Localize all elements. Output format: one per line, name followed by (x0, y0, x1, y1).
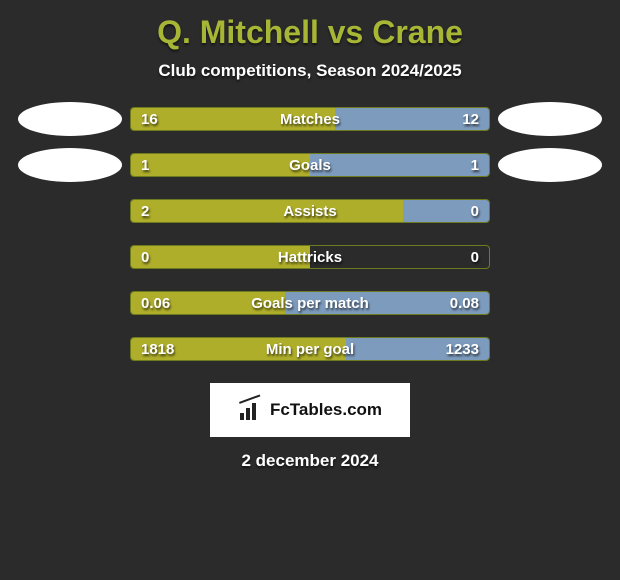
team-left-logo-cell (10, 148, 130, 182)
stat-row: 16 Matches 12 (10, 107, 610, 131)
source-badge: FcTables.com (210, 383, 410, 437)
subtitle: Club competitions, Season 2024/2025 (10, 61, 610, 81)
date-label: 2 december 2024 (10, 451, 610, 471)
stat-bar: 1818 Min per goal 1233 (130, 337, 490, 361)
stat-label: Assists (131, 200, 489, 222)
right-value: 0 (471, 246, 479, 268)
comparison-card: Q. Mitchell vs Crane Club competitions, … (0, 0, 620, 471)
team-left-logo (18, 148, 122, 182)
team-left-logo-cell (10, 102, 130, 136)
right-value: 0.08 (450, 292, 479, 314)
stat-label: Goals (131, 154, 489, 176)
team-right-logo (498, 102, 602, 136)
stat-row: 1818 Min per goal 1233 (10, 337, 610, 361)
stats-list: 16 Matches 12 1 Goals 1 (10, 107, 610, 361)
right-value: 0 (471, 200, 479, 222)
source-name: FcTables.com (270, 400, 382, 420)
right-value: 12 (462, 108, 479, 130)
stat-label: Min per goal (131, 338, 489, 360)
stat-row: 0 Hattricks 0 (10, 245, 610, 269)
stat-label: Goals per match (131, 292, 489, 314)
chart-icon (238, 400, 264, 420)
right-value: 1233 (446, 338, 479, 360)
stat-row: 0.06 Goals per match 0.08 (10, 291, 610, 315)
team-right-logo (498, 148, 602, 182)
stat-bar: 0.06 Goals per match 0.08 (130, 291, 490, 315)
stat-row: 1 Goals 1 (10, 153, 610, 177)
team-left-logo (18, 102, 122, 136)
team-right-logo-cell (490, 102, 610, 136)
stat-bar: 1 Goals 1 (130, 153, 490, 177)
page-title: Q. Mitchell vs Crane (10, 14, 610, 51)
team-right-logo-cell (490, 148, 610, 182)
stat-label: Matches (131, 108, 489, 130)
stat-bar: 2 Assists 0 (130, 199, 490, 223)
stat-label: Hattricks (131, 246, 489, 268)
stat-bar: 0 Hattricks 0 (130, 245, 490, 269)
stat-row: 2 Assists 0 (10, 199, 610, 223)
stat-bar: 16 Matches 12 (130, 107, 490, 131)
right-value: 1 (471, 154, 479, 176)
